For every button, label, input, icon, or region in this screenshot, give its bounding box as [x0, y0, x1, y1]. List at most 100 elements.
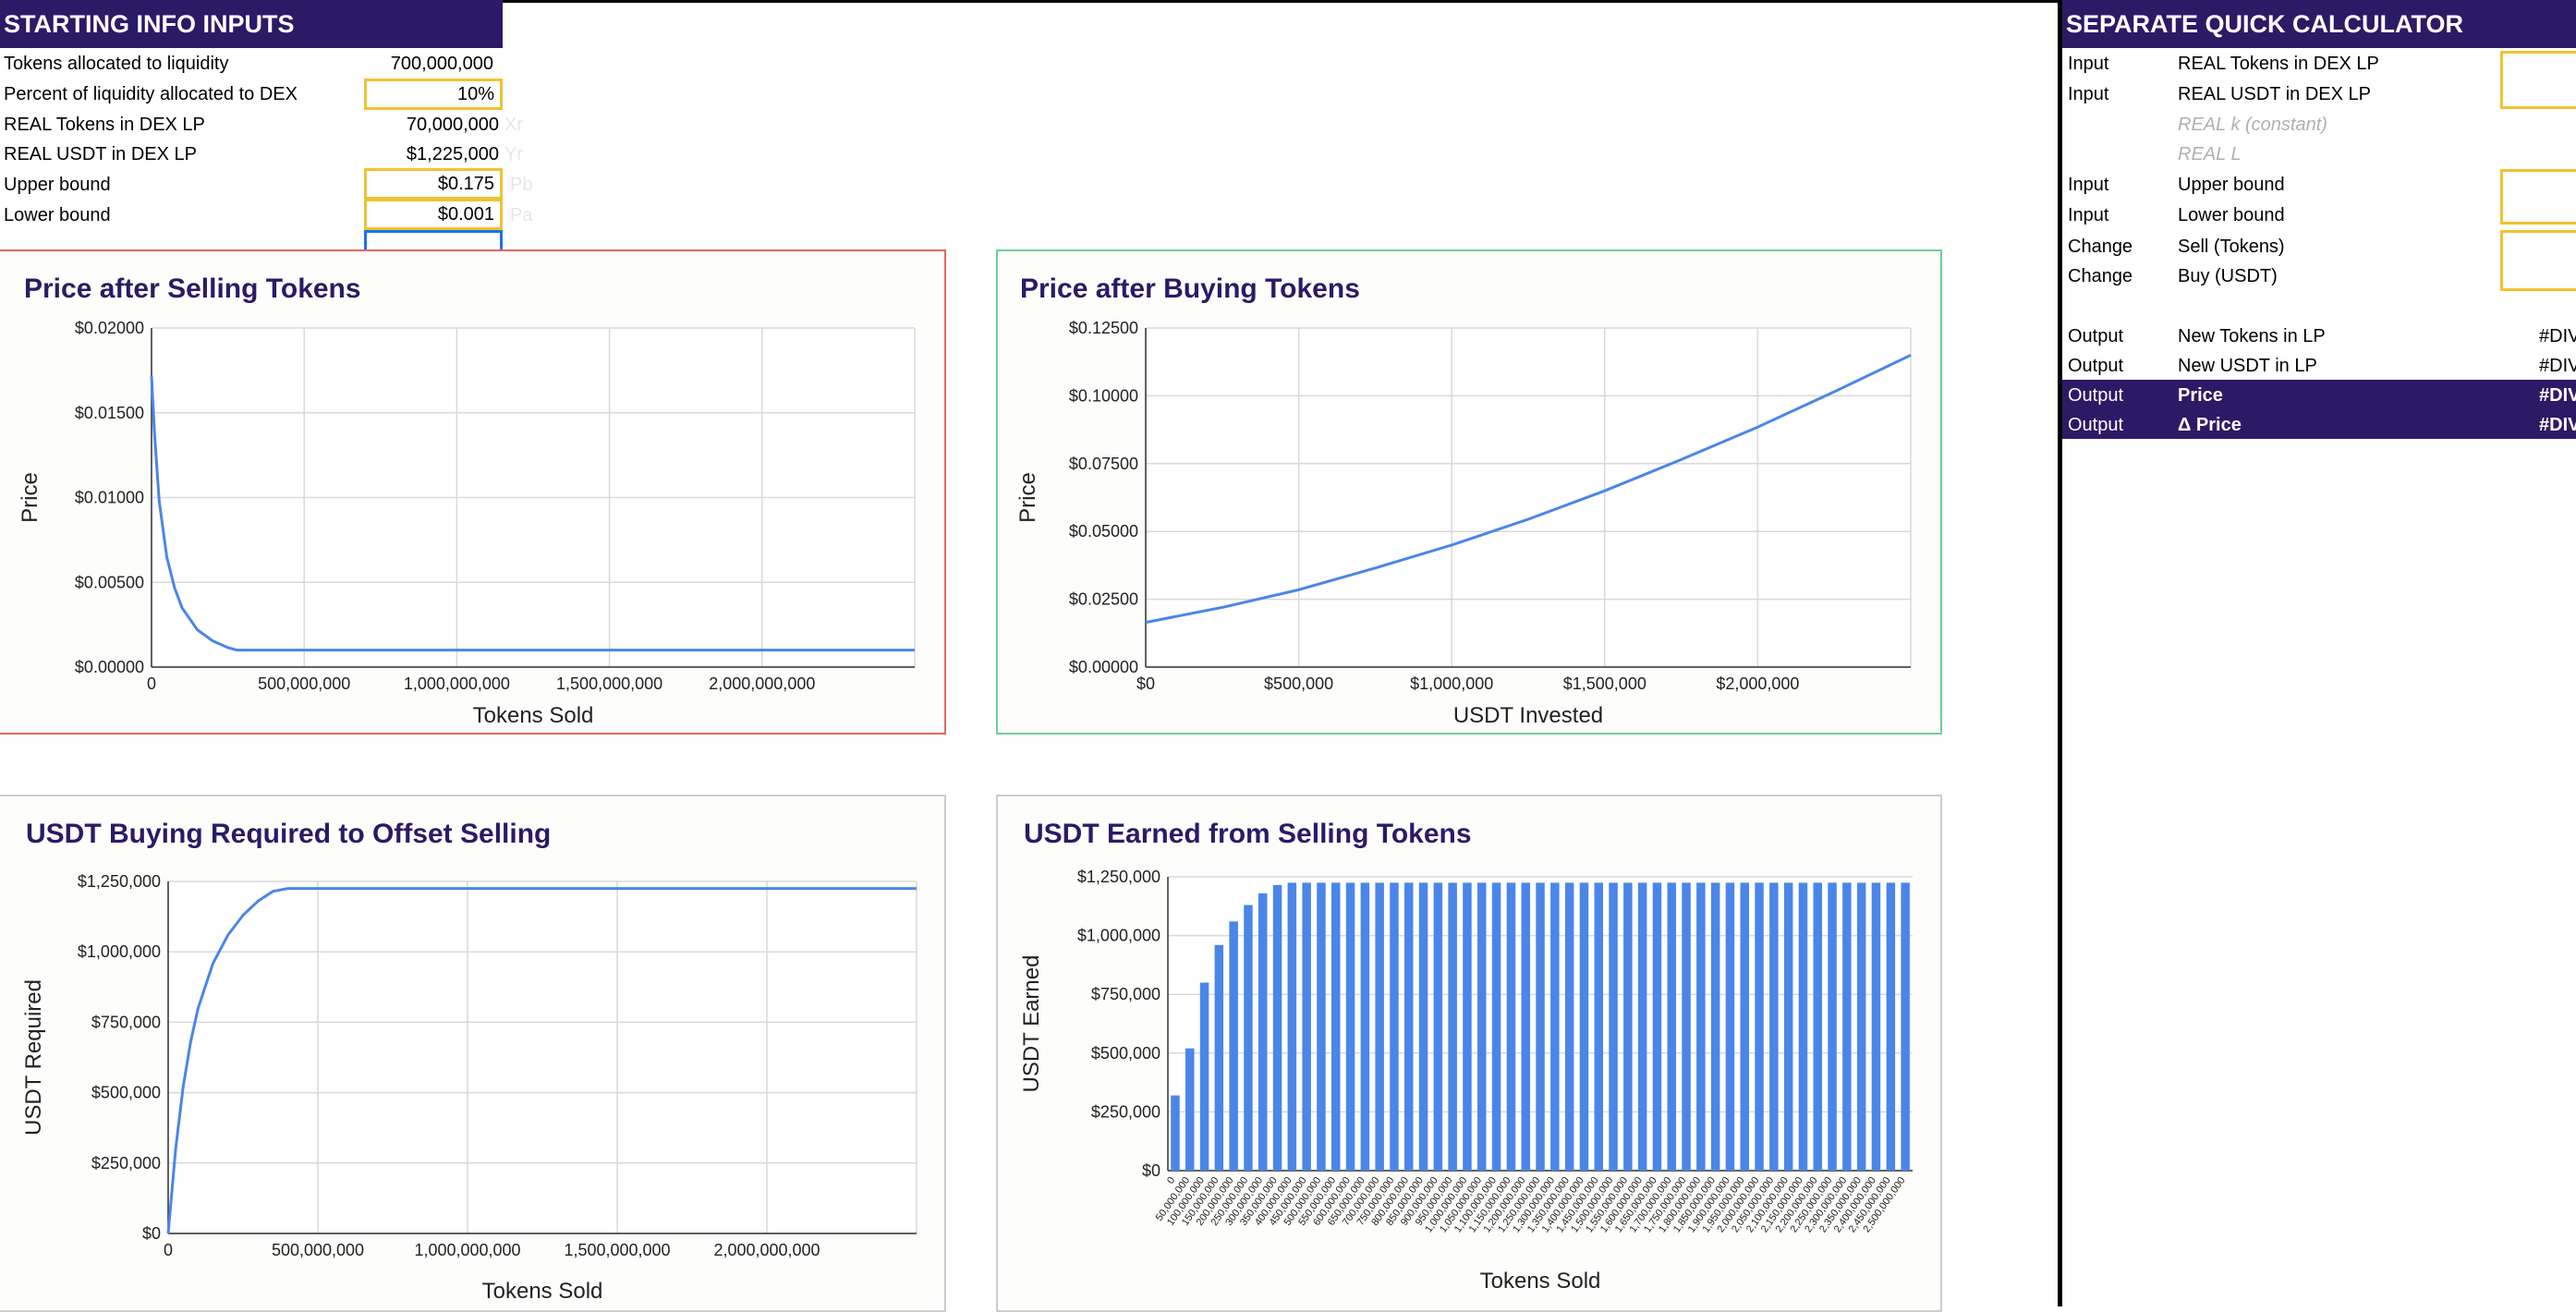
chart-title: USDT Earned from Selling Tokens	[1024, 819, 1472, 849]
y-tick-label: $0.01500	[75, 404, 144, 422]
selected-cell[interactable]	[364, 230, 503, 252]
row-label-real-usdt: REAL USDT in DEX LP	[4, 144, 197, 164]
bar	[1769, 882, 1779, 1171]
panel-divider	[2058, 0, 2062, 1306]
calc-label-price: Price	[2178, 385, 2223, 406]
calc-label-real-tokens: REAL Tokens in DEX LP	[2178, 54, 2379, 74]
bar	[1244, 905, 1253, 1171]
calc-type-11: Output	[2068, 385, 2124, 406]
calc-input-box-lp[interactable]	[2500, 51, 2576, 109]
bar	[1477, 882, 1487, 1171]
y-tick-label: $0.00000	[75, 658, 144, 676]
series-line	[1145, 354, 1912, 625]
tag-yr: Yr	[504, 144, 523, 164]
x-tick-label: 500,000,000	[258, 674, 350, 693]
row-label-real-tokens: REAL Tokens in DEX LP	[4, 115, 205, 135]
bar	[1171, 1095, 1180, 1171]
calc-label-upper-bound: Upper bound	[2178, 175, 2285, 195]
x-tick-label: 1,500,000,000	[556, 674, 662, 693]
calc-type-2: Input	[2068, 84, 2109, 104]
bar	[1623, 882, 1633, 1171]
tag-pb: Pb	[510, 175, 533, 195]
bar	[1609, 882, 1618, 1171]
series-line	[150, 375, 915, 652]
x-tick-label: 1,500,000,000	[564, 1241, 670, 1259]
calc-label-real-l: REAL L	[2178, 144, 2242, 164]
bar	[1594, 882, 1603, 1171]
tag-pa: Pa	[510, 205, 533, 225]
row-label-percent-liquidity: Percent of liquidity allocated to DEX	[4, 84, 298, 104]
calc-change-box[interactable]	[2500, 230, 2576, 291]
bar	[1667, 882, 1676, 1171]
bar	[1828, 882, 1837, 1171]
bar	[1725, 882, 1735, 1171]
calc-type-8: Change	[2068, 266, 2133, 286]
sheet-top-border	[503, 0, 2062, 3]
bar	[1564, 882, 1574, 1171]
x-axis-title: Tokens Sold	[1480, 1269, 1601, 1294]
value-real-tokens: 70,000,000	[406, 115, 499, 135]
bar	[1652, 882, 1662, 1171]
bar	[1842, 882, 1852, 1171]
calc-type-9: Output	[2068, 326, 2124, 346]
y-tick-label: $750,000	[1091, 985, 1160, 1003]
bar	[1637, 882, 1647, 1171]
bar	[1579, 882, 1589, 1171]
x-tick-label: $500,000	[1264, 674, 1333, 693]
bar	[1433, 882, 1443, 1171]
y-axis-title: Price	[18, 472, 43, 523]
output-band-price	[2062, 380, 2576, 410]
x-axis-title: USDT Invested	[1453, 703, 1603, 728]
y-tick-label: $0.12500	[1069, 319, 1138, 337]
calc-type-1: Input	[2068, 54, 2109, 74]
chart-usdt-buying-required[interactable]: USDT Buying Required to Offset Selling $…	[0, 795, 946, 1312]
row-label-tokens-allocated: Tokens allocated to liquidity	[4, 54, 229, 74]
bar	[1272, 884, 1282, 1171]
starting-info-header: STARTING INFO INPUTS	[0, 0, 503, 48]
x-tick-label: 1,000,000,000	[404, 674, 510, 693]
bar	[1798, 882, 1808, 1171]
y-tick-label: $0.00000	[1069, 658, 1138, 676]
x-tick-label: $1,500,000	[1563, 674, 1646, 693]
starting-info-title: STARTING INFO INPUTS	[4, 9, 295, 38]
bar	[1345, 882, 1355, 1171]
quick-calculator-header: SEPARATE QUICK CALCULATOR	[2062, 0, 2576, 48]
y-tick-label: $0.07500	[1069, 455, 1138, 473]
calc-value-new-usdt: #DIV	[2539, 356, 2576, 376]
y-axis-title: Price	[1015, 472, 1040, 523]
y-tick-label: $750,000	[91, 1013, 161, 1031]
calc-type-7: Change	[2068, 237, 2133, 257]
output-band-delta	[2062, 409, 2576, 439]
chart-price-after-buying[interactable]: Price after Buying Tokens $0.00000 $0.025…	[996, 249, 1942, 735]
y-tick-label: $1,250,000	[78, 872, 161, 891]
calc-label-real-usdt: REAL USDT in DEX LP	[2178, 84, 2371, 104]
bar	[1886, 882, 1896, 1171]
x-tick-label: $2,000,000	[1716, 674, 1799, 693]
x-tick-label: 500,000,000	[272, 1241, 364, 1259]
calc-input-box-bounds[interactable]	[2500, 169, 2576, 225]
bar	[1404, 882, 1414, 1171]
bar	[1448, 882, 1457, 1171]
calc-label-buy: Buy (USDT)	[2178, 266, 2278, 286]
x-tick-label: 0	[1165, 1175, 1177, 1186]
bar	[1682, 882, 1691, 1171]
y-tick-label: $0.00500	[75, 573, 144, 591]
chart-usdt-earned-selling[interactable]: USDT Earned from Selling Tokens $0 $250,0…	[996, 795, 1942, 1312]
row-label-lower-bound: Lower bound	[4, 205, 111, 225]
x-tick-label: $1,000,000	[1410, 674, 1493, 693]
lower-bound-input[interactable]: $0.001	[364, 199, 503, 230]
calc-label-sell: Sell (Tokens)	[2178, 237, 2285, 257]
calc-type-10: Output	[2068, 356, 2124, 376]
bar	[1740, 882, 1749, 1171]
chart-price-after-selling[interactable]: Price after Selling Tokens $0.00000 $0.00…	[0, 249, 946, 735]
upper-bound-input[interactable]: $0.175	[364, 168, 503, 200]
calc-value-price: #DIV	[2539, 385, 2576, 406]
y-tick-label: $0	[142, 1224, 161, 1243]
percent-liquidity-input[interactable]: 10%	[364, 79, 503, 110]
y-tick-label: $250,000	[91, 1154, 161, 1172]
bar	[1463, 882, 1472, 1171]
bar	[1360, 882, 1370, 1171]
x-tick-label: $0	[1136, 674, 1155, 693]
y-tick-label: $1,000,000	[78, 942, 161, 961]
y-tick-label: $0.02000	[75, 319, 144, 337]
